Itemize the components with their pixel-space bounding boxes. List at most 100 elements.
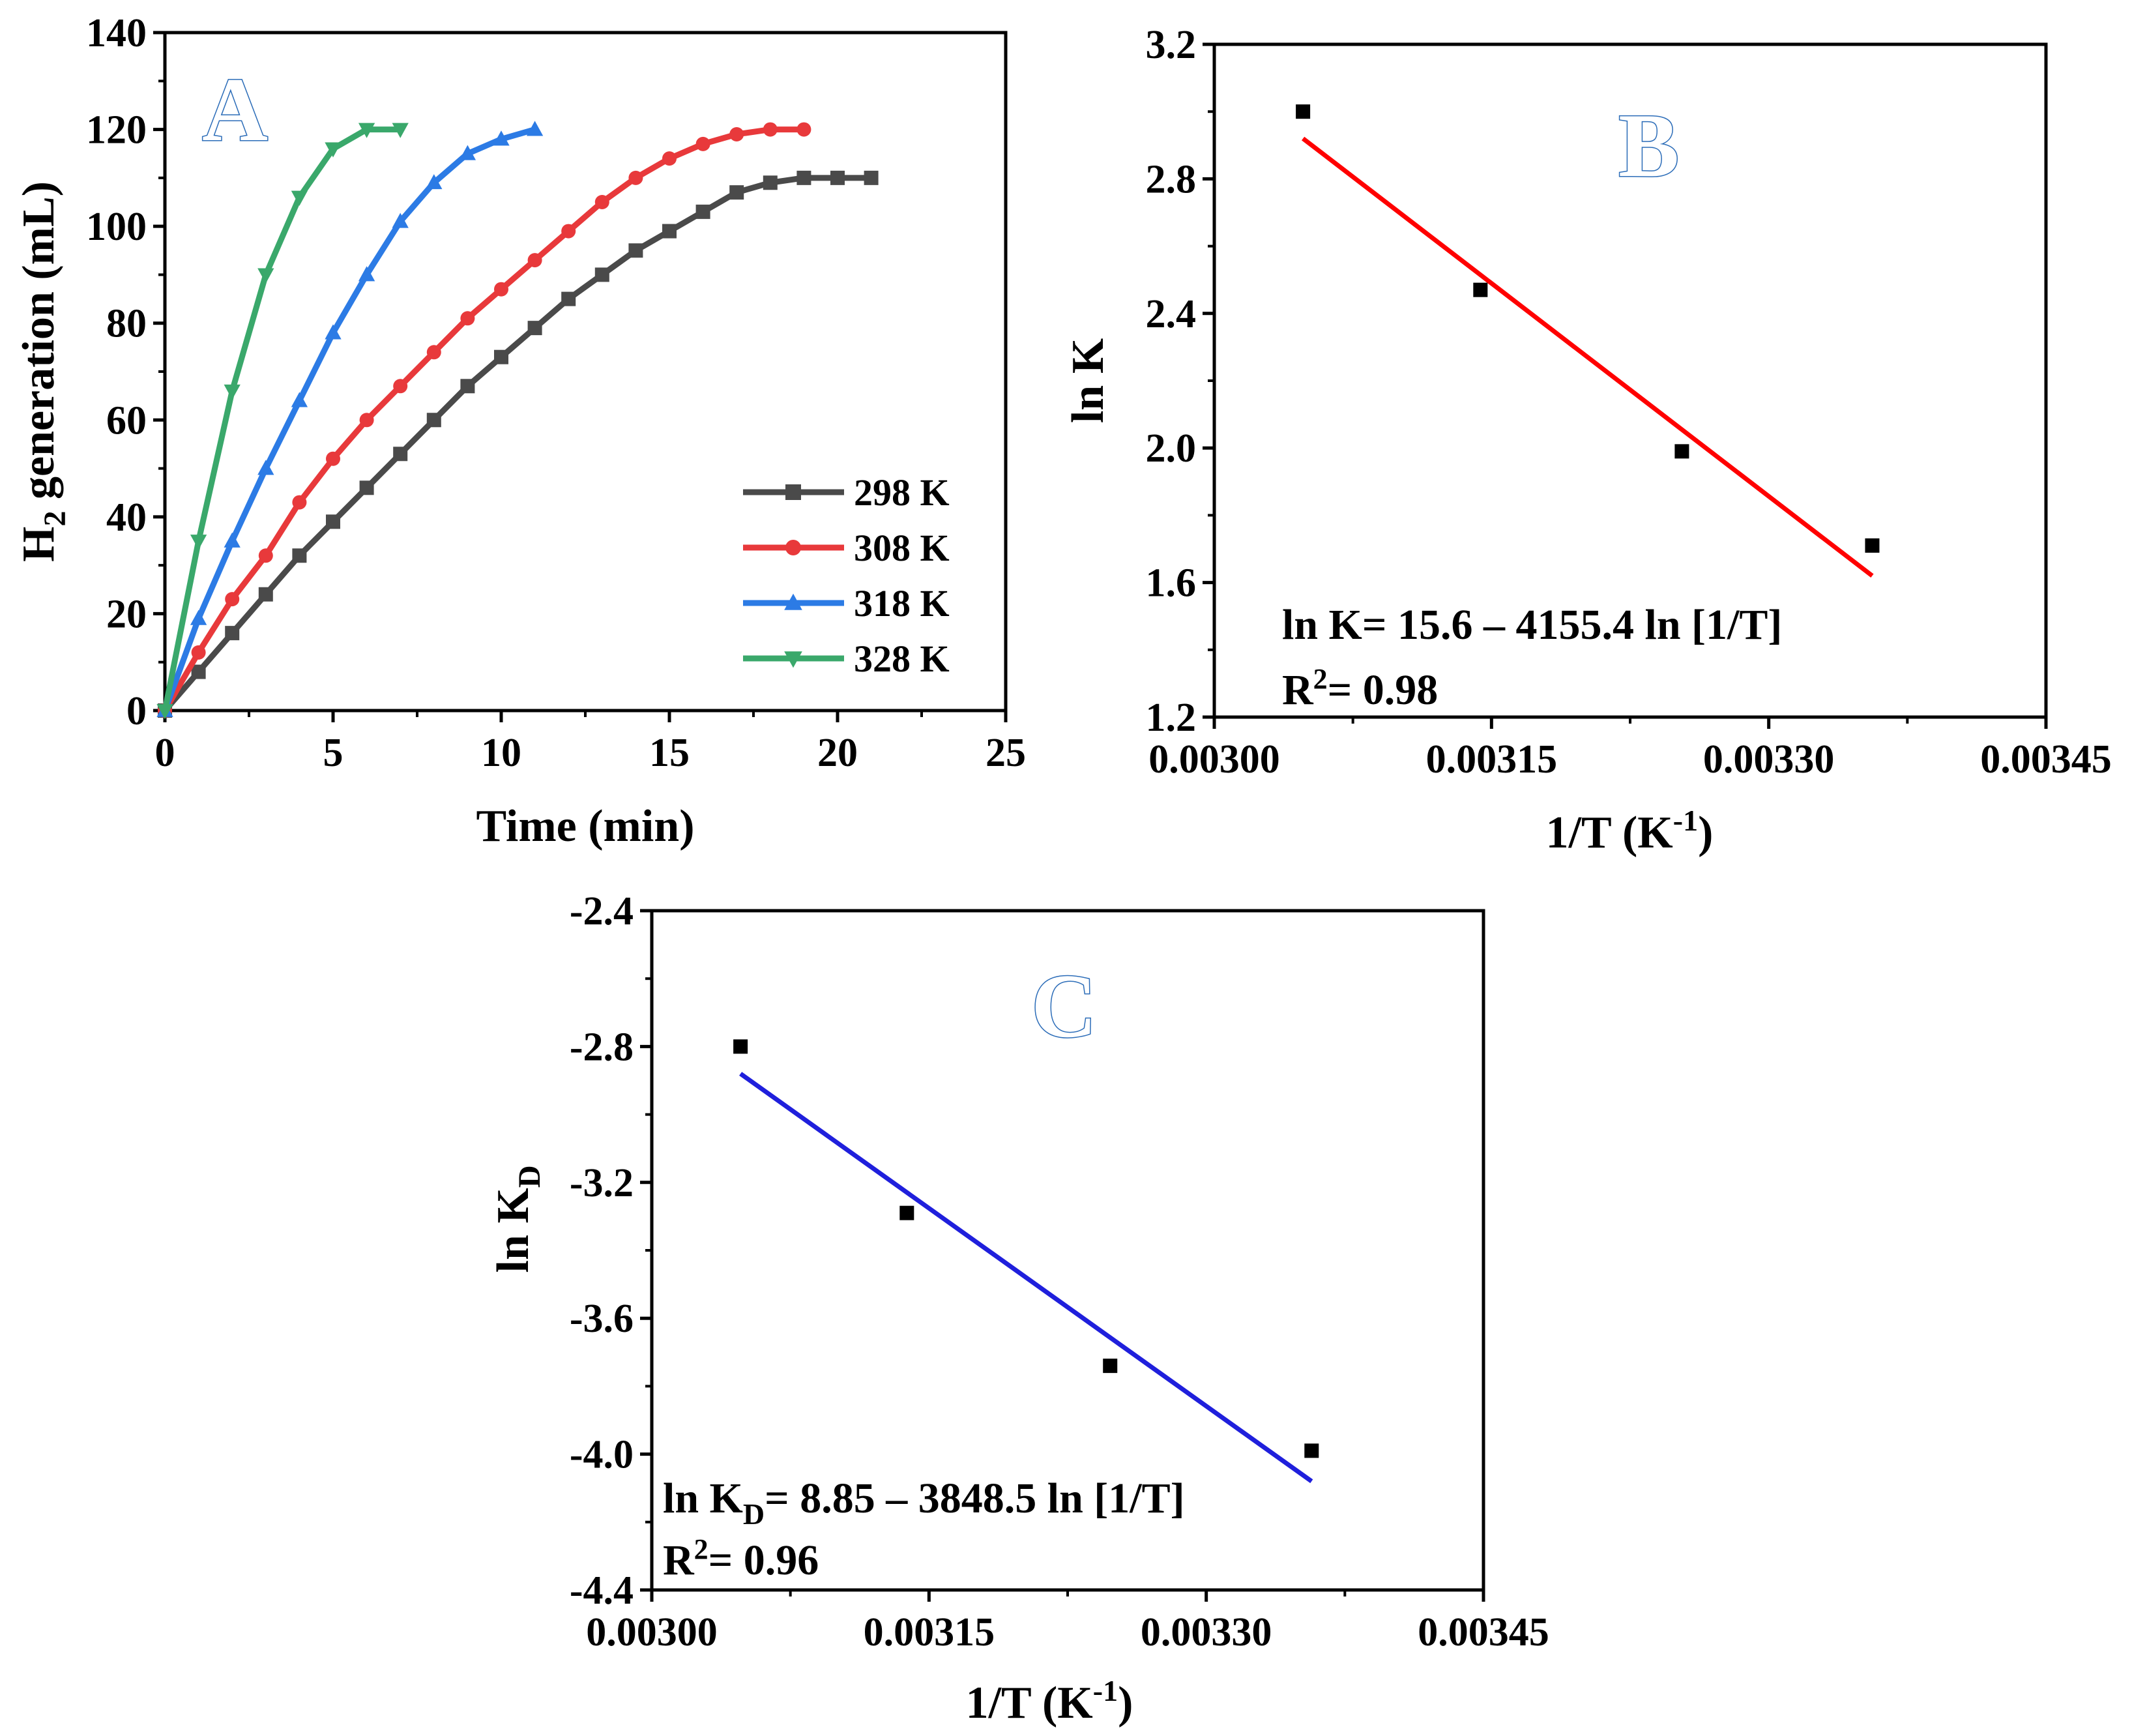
y-tick-label: -4.0 bbox=[570, 1433, 634, 1477]
data-point bbox=[1304, 1443, 1319, 1458]
panel-b-y-axis-title: ln K bbox=[1063, 338, 1113, 423]
data-point bbox=[292, 548, 307, 563]
panel-c-y-axis-title: ln KD bbox=[488, 1166, 547, 1273]
data-point bbox=[561, 224, 576, 239]
panel-b-r-squared: R2= 0.98 bbox=[1282, 663, 1438, 714]
data-point bbox=[326, 514, 340, 529]
data-point bbox=[426, 345, 441, 360]
data-point bbox=[359, 413, 374, 428]
panel-c-equation: ln KD= 8.85 – 3848.5 ln [1/T] bbox=[663, 1475, 1185, 1531]
data-point bbox=[225, 626, 240, 641]
data-point bbox=[292, 495, 307, 510]
y-tick-label: 2.4 bbox=[1146, 292, 1197, 336]
data-point bbox=[1865, 538, 1880, 553]
panel-b: 0.00300 0.00315 0.00330 0.00345 1.2 1.6 2.0 2.4… bbox=[1063, 23, 2112, 858]
panel-c: 0.00300 0.00315 0.00330 0.00345 -2.4 -2.8 -3.2… bbox=[488, 889, 1549, 1728]
data-point bbox=[729, 185, 744, 200]
data-point bbox=[695, 204, 710, 219]
data-point bbox=[662, 224, 677, 239]
panel-a-series bbox=[156, 121, 879, 720]
legend-marker bbox=[784, 651, 802, 668]
fit-line bbox=[1301, 136, 1874, 578]
data-point bbox=[392, 123, 409, 138]
legend-marker bbox=[785, 540, 801, 555]
data-point bbox=[325, 142, 342, 158]
x-tick-label: 0.00315 bbox=[864, 1610, 995, 1655]
y-tick-label: 140 bbox=[86, 11, 147, 55]
series-line bbox=[162, 175, 871, 713]
data-point bbox=[796, 170, 811, 185]
y-tick-label: 0 bbox=[126, 689, 147, 733]
data-point bbox=[291, 392, 308, 407]
panel-a-label: A bbox=[202, 59, 268, 160]
y-tick-label: 1.6 bbox=[1146, 561, 1197, 606]
legend-marker bbox=[784, 593, 802, 610]
panel-a-legend: 298 K 308 K 318 K 328 K bbox=[743, 471, 950, 680]
data-point bbox=[258, 548, 273, 563]
x-tick-label: 0.00345 bbox=[1980, 737, 2112, 782]
data-point bbox=[460, 379, 475, 394]
x-tick-label: 25 bbox=[986, 731, 1026, 775]
series-line bbox=[162, 126, 401, 711]
legend-label: 308 K bbox=[854, 527, 950, 569]
data-point bbox=[225, 592, 240, 607]
y-tick-label: 40 bbox=[106, 495, 147, 540]
data-point bbox=[257, 268, 274, 284]
x-tick-label: 15 bbox=[649, 731, 690, 775]
y-tick-label: 2.0 bbox=[1146, 426, 1197, 471]
x-tick-label: 0 bbox=[155, 731, 175, 775]
y-tick-label: 3.2 bbox=[1146, 23, 1197, 67]
x-tick-label: 10 bbox=[481, 731, 521, 775]
y-tick-label: -4.4 bbox=[570, 1568, 634, 1613]
x-tick-label: 0.00330 bbox=[1703, 737, 1835, 782]
data-point bbox=[392, 213, 409, 228]
data-point bbox=[393, 447, 408, 462]
x-tick-label: 0.00345 bbox=[1418, 1610, 1549, 1655]
data-point bbox=[594, 267, 609, 282]
panel-b-equation: ln K= 15.6 – 4155.4 ln [1/T] bbox=[1282, 601, 1782, 649]
panel-c-x-axis-title: 1/T (K-1) bbox=[966, 1674, 1133, 1728]
data-point bbox=[864, 170, 879, 185]
series-line bbox=[162, 126, 536, 712]
data-point bbox=[325, 324, 342, 340]
y-tick-label: -2.4 bbox=[570, 889, 634, 934]
panel-c-r-squared: R2= 0.96 bbox=[663, 1533, 819, 1584]
panel-a-x-axis-title: Time (min) bbox=[476, 801, 694, 851]
data-point bbox=[460, 311, 475, 326]
x-tick-label: 0.00300 bbox=[586, 1610, 718, 1655]
data-point bbox=[899, 1205, 914, 1220]
data-point bbox=[526, 121, 544, 136]
data-point bbox=[594, 195, 609, 209]
data-point bbox=[156, 704, 173, 720]
data-point bbox=[190, 610, 207, 625]
panel-a-y-axis-title: H2 generation (mL) bbox=[14, 181, 72, 562]
data-point bbox=[426, 413, 441, 428]
y-tick-label: 60 bbox=[106, 398, 147, 443]
data-point bbox=[796, 122, 811, 137]
legend-label: 298 K bbox=[854, 471, 950, 514]
data-point bbox=[662, 151, 677, 166]
data-point bbox=[359, 480, 374, 495]
y-tick-label: 20 bbox=[106, 592, 147, 636]
x-tick-label: 0.00300 bbox=[1148, 737, 1280, 782]
data-point bbox=[358, 266, 375, 282]
panel-b-ticks: 0.00300 0.00315 0.00330 0.00345 1.2 1.6 2.0 2.4… bbox=[1146, 23, 2112, 782]
panel-b-label: B bbox=[1618, 95, 1679, 196]
data-point bbox=[459, 145, 476, 160]
y-tick-label: 2.8 bbox=[1146, 157, 1197, 201]
data-point bbox=[191, 645, 206, 660]
data-point bbox=[830, 170, 845, 185]
data-point bbox=[1674, 444, 1689, 459]
panel-b-marks bbox=[1296, 104, 1880, 578]
data-point bbox=[493, 130, 510, 146]
data-point bbox=[426, 174, 443, 190]
data-point bbox=[695, 136, 710, 151]
y-tick-label: -3.2 bbox=[570, 1161, 634, 1205]
x-tick-label: 5 bbox=[323, 731, 343, 775]
panel-c-ticks: 0.00300 0.00315 0.00330 0.00345 -2.4 -2.8 -3.2… bbox=[570, 889, 1549, 1655]
data-point bbox=[190, 535, 207, 550]
data-point bbox=[393, 379, 408, 394]
data-point bbox=[527, 321, 542, 336]
data-point bbox=[561, 291, 576, 306]
